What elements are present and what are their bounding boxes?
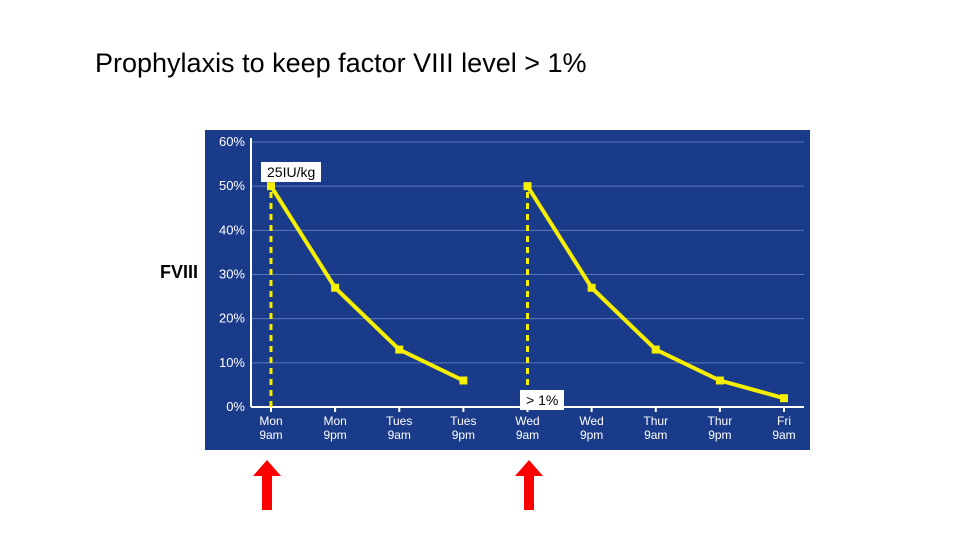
svg-text:Fri9am: Fri9am [772, 414, 795, 442]
svg-text:60%: 60% [219, 134, 245, 149]
svg-text:Thur9am: Thur9am [643, 414, 668, 442]
svg-text:Wed9am: Wed9am [515, 414, 539, 442]
dose-arrow-1 [253, 460, 281, 510]
svg-text:Mon9am: Mon9am [259, 414, 282, 442]
svg-text:0%: 0% [226, 399, 245, 414]
svg-text:10%: 10% [219, 355, 245, 370]
dose-arrow-2 [515, 460, 543, 510]
svg-text:Tues9pm: Tues9pm [450, 414, 476, 442]
svg-text:Thur9pm: Thur9pm [708, 414, 733, 442]
svg-text:Tues9am: Tues9am [386, 414, 412, 442]
trough-annotation: > 1% [520, 390, 564, 410]
pk-chart: 0% 10% 20% 30% 40% 50% 60% Mon9am Mon9pm Tues9am T… [205, 130, 810, 450]
dose-annotation: 25IU/kg [261, 162, 321, 182]
svg-text:Mon9pm: Mon9pm [323, 414, 346, 442]
svg-text:50%: 50% [219, 178, 245, 193]
svg-text:20%: 20% [219, 311, 245, 326]
slide-title: Prophylaxis to keep factor VIII level > … [95, 48, 587, 79]
svg-text:30%: 30% [219, 267, 245, 282]
svg-text:40%: 40% [219, 222, 245, 237]
y-axis-label: FVIII [160, 262, 198, 283]
svg-text:Wed9pm: Wed9pm [579, 414, 603, 442]
